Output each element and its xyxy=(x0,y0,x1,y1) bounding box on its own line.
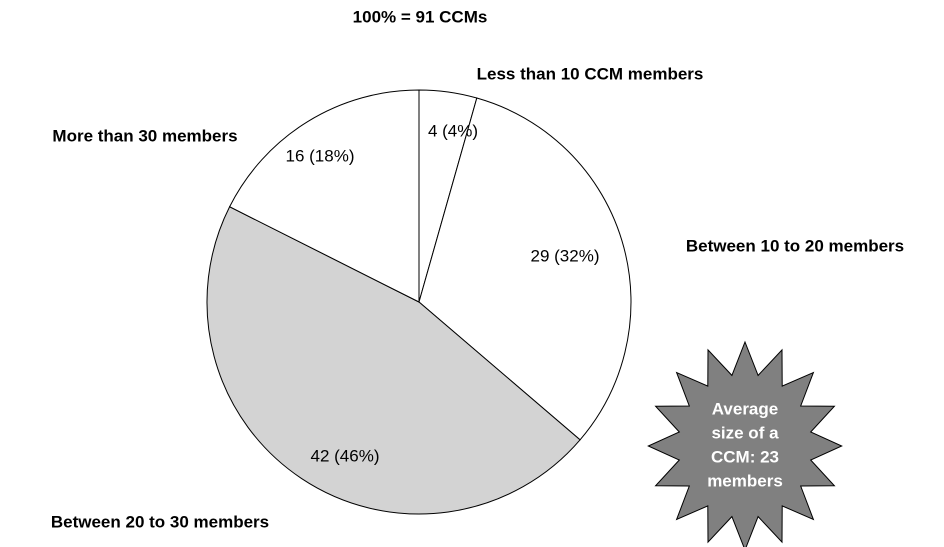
pie-slice xyxy=(228,89,420,303)
value-label: 16 (18%) xyxy=(286,146,355,165)
annotation-text: CCM: 23 xyxy=(711,447,779,466)
value-label: 29 (32%) xyxy=(531,246,600,265)
star-callout xyxy=(647,340,843,547)
value-label: 42 (46%) xyxy=(311,446,380,465)
category-label: Less than 10 CCM members xyxy=(477,64,704,83)
category-label: Between 20 to 30 members xyxy=(51,512,269,531)
pie-slice xyxy=(206,206,581,515)
category-label: More than 30 members xyxy=(52,126,237,145)
annotation-text: members xyxy=(707,471,783,490)
value-label: 4 (4%) xyxy=(428,121,478,140)
chart-title: 100% = 91 CCMs xyxy=(353,7,488,26)
annotation-text: Average xyxy=(712,399,778,418)
category-label: Between 10 to 20 members xyxy=(686,236,904,255)
annotation-text: size of a xyxy=(711,423,779,442)
pie-slice xyxy=(418,97,632,441)
